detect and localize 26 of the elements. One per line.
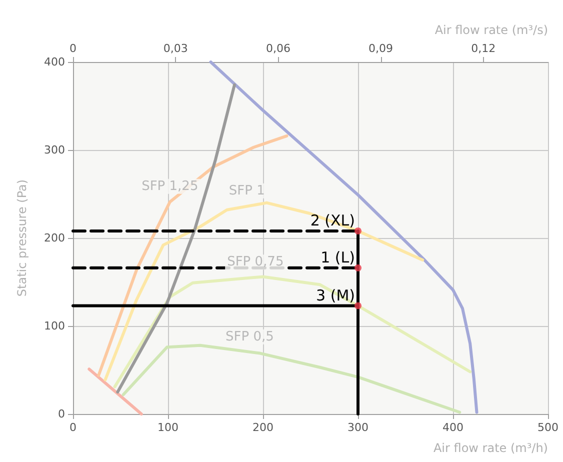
y-tick-label: 400 — [44, 56, 65, 68]
y-tick-label: 300 — [44, 144, 65, 156]
annotation: SFP 1,25 — [142, 178, 198, 194]
x2-axis-title: Air flow rate (m³/s) — [434, 23, 548, 37]
annotation: SFP 1 — [228, 183, 265, 198]
y-tick-label: 100 — [44, 320, 65, 332]
x-tick-label: 500 — [538, 421, 558, 434]
x2-tick-label: 0,03 — [163, 42, 188, 55]
x2-tick-label: 0 — [70, 42, 76, 55]
y-tick-label: 200 — [44, 232, 65, 244]
annotation: 2 (XL) — [310, 211, 355, 230]
y-tick-label: 0 — [58, 408, 65, 420]
x2-tick-label: 0,09 — [368, 42, 394, 55]
annotation: 3 (M) — [316, 286, 355, 304]
x-tick-label: 0 — [70, 421, 76, 434]
annotation: 1 (L) — [320, 248, 355, 266]
x-tick-label: 200 — [252, 421, 274, 434]
annotation: SFP 0,5 — [226, 329, 274, 344]
annotation: SFP 0,75 — [227, 254, 284, 270]
x2-tick-label: 0,06 — [266, 42, 290, 55]
x2-tick-label: 0,12 — [471, 42, 496, 55]
x-tick-label: 300 — [348, 421, 368, 434]
x-axis-title: Air flow rate (m³/h) — [433, 441, 548, 455]
x-tick-label: 400 — [442, 421, 464, 434]
x-tick-label: 100 — [158, 421, 178, 434]
y-axis-title: Static pressure (Pa) — [15, 179, 29, 297]
